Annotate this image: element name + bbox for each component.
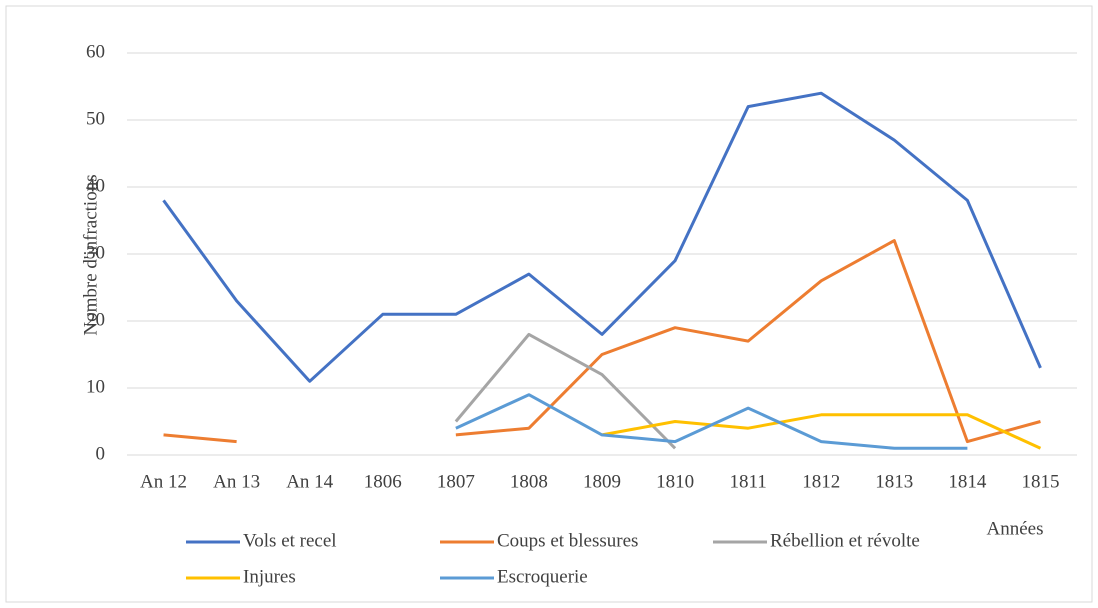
x-tick-label: An 13 xyxy=(213,471,260,492)
legend-label: Escroquerie xyxy=(497,566,588,587)
x-tick-label: 1806 xyxy=(364,471,402,492)
x-tick-label: 1810 xyxy=(656,471,694,492)
series-line xyxy=(454,332,677,450)
y-tick-label: 60 xyxy=(86,41,105,62)
x-tick-label: 1808 xyxy=(510,471,548,492)
x-tick-label: An 14 xyxy=(286,471,333,492)
x-axis-label: Années xyxy=(987,518,1044,539)
y-tick-label: 10 xyxy=(86,376,105,397)
legend-label: Vols et recel xyxy=(243,530,337,551)
chart-border xyxy=(5,5,1093,603)
x-tick-label: 1813 xyxy=(875,471,913,492)
y-axis-label: Nombre d'infractions xyxy=(80,174,101,335)
legend-label: Rébellion et révolte xyxy=(770,530,920,551)
y-tick-label: 50 xyxy=(86,108,105,129)
x-tick-label: 1811 xyxy=(730,471,767,492)
legend-label: Injures xyxy=(243,566,296,587)
y-tick-label: 20 xyxy=(86,309,105,330)
y-tick-label: 0 xyxy=(96,443,106,464)
legend-label: Coups et blessures xyxy=(497,530,638,551)
series-line xyxy=(455,393,968,450)
y-tick-label: 40 xyxy=(86,175,105,196)
series-line xyxy=(162,91,1042,383)
x-tick-label: An 12 xyxy=(140,471,187,492)
series-line xyxy=(601,413,1042,450)
x-tick-label: 1815 xyxy=(1021,471,1059,492)
x-tick-label: 1807 xyxy=(437,471,475,492)
y-tick-label: 30 xyxy=(86,242,105,263)
series-line xyxy=(163,239,1041,444)
x-tick-label: 1814 xyxy=(948,471,987,492)
x-tick-label: 1809 xyxy=(583,471,621,492)
x-tick-label: 1812 xyxy=(802,471,840,492)
